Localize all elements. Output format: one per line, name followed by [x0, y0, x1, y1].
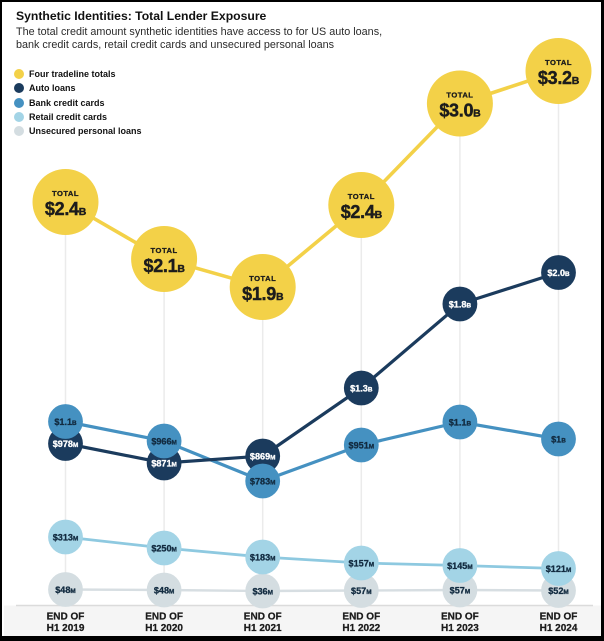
svg-text:$2.1B: $2.1B [144, 256, 186, 276]
svg-text:$1.1B: $1.1B [54, 417, 77, 427]
svg-text:TOTAL: TOTAL [545, 58, 572, 67]
svg-text:END OF: END OF [342, 612, 380, 623]
svg-text:END OF: END OF [540, 612, 578, 623]
svg-text:H1 2019: H1 2019 [47, 623, 85, 634]
svg-text:$48M: $48M [154, 585, 175, 595]
svg-text:$978M: $978M [53, 439, 79, 449]
svg-text:END OF: END OF [47, 612, 85, 623]
svg-text:TOTAL: TOTAL [249, 274, 276, 283]
svg-text:END OF: END OF [145, 612, 183, 623]
svg-text:$57M: $57M [351, 586, 372, 596]
svg-text:$121M: $121M [546, 564, 572, 574]
svg-text:$1.1B: $1.1B [449, 417, 472, 427]
svg-text:$145M: $145M [447, 561, 473, 571]
svg-text:$3.0B: $3.0B [439, 101, 481, 121]
svg-text:$1.8B: $1.8B [449, 299, 472, 309]
svg-text:$48M: $48M [55, 585, 76, 595]
svg-text:$966M: $966M [151, 436, 177, 446]
svg-text:$2.4B: $2.4B [45, 199, 87, 219]
svg-text:H1 2020: H1 2020 [145, 623, 183, 634]
svg-text:$2.0B: $2.0B [547, 268, 570, 278]
svg-text:END OF: END OF [441, 612, 479, 623]
svg-text:H1 2023: H1 2023 [441, 623, 479, 634]
svg-text:$52M: $52M [548, 586, 569, 596]
svg-text:H1 2022: H1 2022 [342, 623, 380, 634]
svg-text:TOTAL: TOTAL [151, 246, 178, 255]
svg-text:TOTAL: TOTAL [52, 189, 79, 198]
svg-text:$871M: $871M [151, 458, 177, 468]
svg-text:$250M: $250M [151, 543, 177, 553]
svg-text:END OF: END OF [244, 612, 282, 623]
svg-text:H1 2021: H1 2021 [244, 623, 282, 634]
svg-text:$783M: $783M [250, 476, 276, 486]
svg-text:$3.2B: $3.2B [538, 68, 580, 88]
svg-text:$1.9B: $1.9B [242, 284, 284, 304]
svg-text:TOTAL: TOTAL [446, 91, 473, 100]
svg-text:$313M: $313M [53, 532, 79, 542]
svg-text:$1.3B: $1.3B [350, 383, 373, 393]
svg-text:$183M: $183M [250, 552, 276, 562]
svg-text:$157M: $157M [349, 558, 375, 568]
svg-text:$2.4B: $2.4B [341, 202, 383, 222]
svg-text:$869M: $869M [250, 451, 276, 461]
svg-text:$57M: $57M [450, 585, 471, 595]
svg-text:$951M: $951M [349, 440, 375, 450]
svg-text:H1 2024: H1 2024 [540, 623, 578, 634]
svg-text:TOTAL: TOTAL [348, 192, 375, 201]
svg-text:$1B: $1B [551, 434, 566, 444]
svg-text:$36M: $36M [252, 586, 273, 596]
